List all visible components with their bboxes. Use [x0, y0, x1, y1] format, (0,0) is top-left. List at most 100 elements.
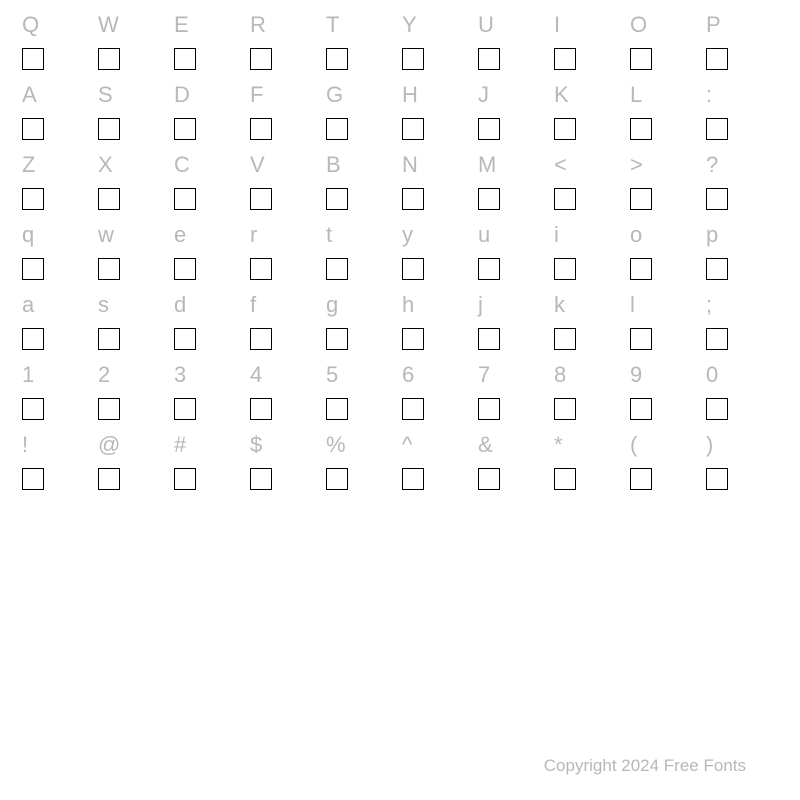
char-label: i: [554, 220, 559, 250]
char-label: 4: [250, 360, 262, 390]
charmap-cell: R: [250, 0, 326, 70]
char-label: H: [402, 80, 418, 110]
charmap-row: !@#$%^&*(): [22, 420, 782, 490]
character-map-grid: QWERTYUIOPASDFGHJKL:ZXCVBNM<>?qwertyuiop…: [22, 0, 782, 490]
charmap-cell: j: [478, 280, 554, 350]
charmap-cell: 5: [326, 350, 402, 420]
charmap-cell: u: [478, 210, 554, 280]
char-label: B: [326, 150, 341, 180]
glyph-placeholder-box: [478, 48, 500, 70]
glyph-placeholder-box: [98, 188, 120, 210]
glyph-placeholder-box: [98, 258, 120, 280]
glyph-placeholder-box: [326, 118, 348, 140]
glyph-placeholder-box: [174, 468, 196, 490]
charmap-cell: 3: [174, 350, 250, 420]
char-label: I: [554, 10, 560, 40]
charmap-cell: q: [22, 210, 98, 280]
charmap-cell: s: [98, 280, 174, 350]
char-label: r: [250, 220, 257, 250]
char-label: Y: [402, 10, 417, 40]
charmap-row: ZXCVBNM<>?: [22, 140, 782, 210]
glyph-placeholder-box: [22, 118, 44, 140]
glyph-placeholder-box: [478, 258, 500, 280]
glyph-placeholder-box: [402, 328, 424, 350]
charmap-cell: Q: [22, 0, 98, 70]
charmap-cell: l: [630, 280, 706, 350]
char-label: h: [402, 290, 414, 320]
glyph-placeholder-box: [326, 48, 348, 70]
glyph-placeholder-box: [98, 398, 120, 420]
charmap-cell: 1: [22, 350, 98, 420]
glyph-placeholder-box: [98, 468, 120, 490]
charmap-cell: X: [98, 140, 174, 210]
charmap-cell: (: [630, 420, 706, 490]
char-label: ^: [402, 430, 412, 460]
char-label: l: [630, 290, 635, 320]
glyph-placeholder-box: [478, 468, 500, 490]
charmap-cell: B: [326, 140, 402, 210]
glyph-placeholder-box: [326, 398, 348, 420]
glyph-placeholder-box: [630, 48, 652, 70]
glyph-placeholder-box: [478, 328, 500, 350]
charmap-cell: :: [706, 70, 782, 140]
glyph-placeholder-box: [22, 328, 44, 350]
charmap-row: QWERTYUIOP: [22, 0, 782, 70]
charmap-cell: w: [98, 210, 174, 280]
glyph-placeholder-box: [554, 118, 576, 140]
char-label: X: [98, 150, 113, 180]
char-label: d: [174, 290, 186, 320]
charmap-cell: ^: [402, 420, 478, 490]
char-label: %: [326, 430, 346, 460]
charmap-cell: o: [630, 210, 706, 280]
glyph-placeholder-box: [706, 258, 728, 280]
charmap-cell: 7: [478, 350, 554, 420]
char-label: 1: [22, 360, 34, 390]
charmap-cell: f: [250, 280, 326, 350]
char-label: 2: [98, 360, 110, 390]
char-label: T: [326, 10, 339, 40]
glyph-placeholder-box: [706, 48, 728, 70]
char-label: S: [98, 80, 113, 110]
glyph-placeholder-box: [22, 258, 44, 280]
glyph-placeholder-box: [402, 48, 424, 70]
glyph-placeholder-box: [554, 258, 576, 280]
char-label: Q: [22, 10, 39, 40]
charmap-cell: $: [250, 420, 326, 490]
charmap-cell: >: [630, 140, 706, 210]
charmap-cell: V: [250, 140, 326, 210]
glyph-placeholder-box: [250, 188, 272, 210]
charmap-cell: O: [630, 0, 706, 70]
char-label: R: [250, 10, 266, 40]
glyph-placeholder-box: [250, 328, 272, 350]
char-label: V: [250, 150, 265, 180]
charmap-cell: W: [98, 0, 174, 70]
char-label: &: [478, 430, 493, 460]
char-label: U: [478, 10, 494, 40]
char-label: j: [478, 290, 483, 320]
char-label: w: [98, 220, 114, 250]
glyph-placeholder-box: [554, 188, 576, 210]
char-label: J: [478, 80, 489, 110]
charmap-cell: 4: [250, 350, 326, 420]
char-label: y: [402, 220, 413, 250]
glyph-placeholder-box: [98, 118, 120, 140]
char-label: <: [554, 150, 567, 180]
charmap-cell: *: [554, 420, 630, 490]
char-label: 6: [402, 360, 414, 390]
charmap-row: qwertyuiop: [22, 210, 782, 280]
charmap-cell: ;: [706, 280, 782, 350]
char-label: !: [22, 430, 28, 460]
glyph-placeholder-box: [706, 188, 728, 210]
glyph-placeholder-box: [554, 328, 576, 350]
char-label: f: [250, 290, 256, 320]
char-label: :: [706, 80, 712, 110]
charmap-cell: 8: [554, 350, 630, 420]
charmap-cell: D: [174, 70, 250, 140]
glyph-placeholder-box: [174, 48, 196, 70]
char-label: N: [402, 150, 418, 180]
charmap-cell: k: [554, 280, 630, 350]
char-label: 7: [478, 360, 490, 390]
char-label: *: [554, 430, 563, 460]
glyph-placeholder-box: [706, 468, 728, 490]
charmap-cell: <: [554, 140, 630, 210]
